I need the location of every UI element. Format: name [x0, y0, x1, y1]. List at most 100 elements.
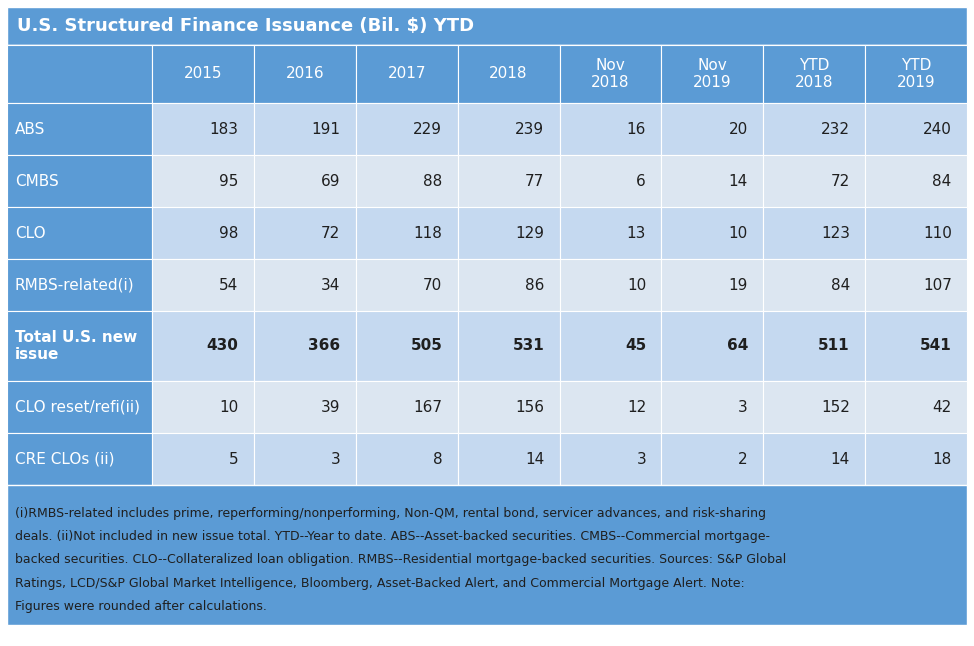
Text: 6: 6 [636, 174, 646, 189]
Text: 84: 84 [932, 174, 952, 189]
Text: 14: 14 [729, 174, 748, 189]
Bar [559, 207, 661, 259]
Text: deals. (ii)Not included in new issue total. YTD--Year to date. ABS--Asset-backed: deals. (ii)Not included in new issue tot… [15, 530, 770, 543]
Text: 5: 5 [229, 452, 239, 466]
Bar [458, 259, 559, 311]
Bar [764, 259, 865, 311]
Bar [559, 155, 661, 207]
Bar [458, 381, 559, 433]
Text: RMBS-related(i): RMBS-related(i) [15, 278, 134, 293]
Text: Total U.S. new
issue: Total U.S. new issue [15, 330, 137, 362]
Bar [7, 155, 152, 207]
Bar [764, 45, 865, 103]
Bar [356, 311, 458, 381]
Text: 98: 98 [219, 225, 239, 240]
Text: YTD
2018: YTD 2018 [795, 57, 834, 90]
Bar [458, 433, 559, 485]
Text: Nov
2018: Nov 2018 [591, 57, 629, 90]
Bar [254, 311, 356, 381]
Text: ABS: ABS [15, 121, 46, 136]
Text: CRE CLOs (ii): CRE CLOs (ii) [15, 452, 115, 466]
Bar [356, 155, 458, 207]
Text: 69: 69 [321, 174, 341, 189]
Text: 240: 240 [922, 121, 952, 136]
Text: Ratings, LCD/S&P Global Market Intelligence, Bloomberg, Asset-Backed Alert, and : Ratings, LCD/S&P Global Market Intellige… [15, 576, 745, 590]
Text: 129: 129 [515, 225, 544, 240]
Bar [764, 381, 865, 433]
Text: 8: 8 [432, 452, 442, 466]
Text: 118: 118 [414, 225, 442, 240]
Text: 229: 229 [413, 121, 442, 136]
Bar [764, 155, 865, 207]
Bar [7, 103, 152, 155]
Bar [7, 381, 152, 433]
Text: 20: 20 [729, 121, 748, 136]
Bar [865, 311, 967, 381]
Text: 2: 2 [738, 452, 748, 466]
Text: 3: 3 [738, 399, 748, 415]
Text: CMBS: CMBS [15, 174, 58, 189]
Text: 12: 12 [627, 399, 646, 415]
Text: 18: 18 [932, 452, 952, 466]
Bar [7, 45, 967, 103]
Bar [356, 45, 458, 103]
Text: 19: 19 [729, 278, 748, 293]
Bar [7, 311, 152, 381]
Bar [7, 433, 152, 485]
Text: Nov
2019: Nov 2019 [693, 57, 731, 90]
Bar [458, 311, 559, 381]
Bar [356, 103, 458, 155]
Text: CLO reset/refi(ii): CLO reset/refi(ii) [15, 399, 140, 415]
Bar [254, 381, 356, 433]
Bar [7, 485, 967, 625]
Text: 64: 64 [727, 339, 748, 353]
Text: 70: 70 [423, 278, 442, 293]
Text: 430: 430 [206, 339, 239, 353]
Text: 39: 39 [321, 399, 341, 415]
Text: 2017: 2017 [388, 67, 426, 81]
Bar [661, 207, 764, 259]
Text: 10: 10 [627, 278, 646, 293]
Text: 72: 72 [831, 174, 850, 189]
Bar [764, 207, 865, 259]
Text: 232: 232 [821, 121, 850, 136]
Bar [458, 155, 559, 207]
Text: 2018: 2018 [489, 67, 528, 81]
Text: 505: 505 [410, 339, 442, 353]
Text: Figures were rounded after calculations.: Figures were rounded after calculations. [15, 600, 267, 613]
Bar [559, 433, 661, 485]
Text: 13: 13 [626, 225, 646, 240]
Bar [865, 45, 967, 103]
Bar [661, 45, 764, 103]
Text: YTD
2019: YTD 2019 [897, 57, 935, 90]
Bar [356, 207, 458, 259]
Bar [7, 7, 967, 45]
Bar [764, 103, 865, 155]
Bar [152, 155, 254, 207]
Text: 541: 541 [920, 339, 952, 353]
Bar [865, 155, 967, 207]
Text: 531: 531 [512, 339, 544, 353]
Text: 107: 107 [922, 278, 952, 293]
Bar [865, 259, 967, 311]
Text: CLO: CLO [15, 225, 46, 240]
Bar [254, 207, 356, 259]
Bar [661, 155, 764, 207]
Bar [865, 207, 967, 259]
Text: 86: 86 [525, 278, 544, 293]
Bar [865, 103, 967, 155]
Text: 45: 45 [625, 339, 646, 353]
Bar [7, 259, 152, 311]
Text: 88: 88 [423, 174, 442, 189]
Bar [661, 433, 764, 485]
Text: (i)RMBS-related includes prime, reperforming/nonperforming, Non-QM, rental bond,: (i)RMBS-related includes prime, reperfor… [15, 506, 766, 519]
Bar [661, 311, 764, 381]
Bar [559, 259, 661, 311]
Bar [865, 433, 967, 485]
Text: 54: 54 [219, 278, 239, 293]
Bar [254, 433, 356, 485]
Text: 14: 14 [525, 452, 544, 466]
Text: 123: 123 [821, 225, 850, 240]
Text: backed securities. CLO--Collateralized loan obligation. RMBS--Residential mortga: backed securities. CLO--Collateralized l… [15, 553, 786, 566]
Text: 191: 191 [312, 121, 341, 136]
